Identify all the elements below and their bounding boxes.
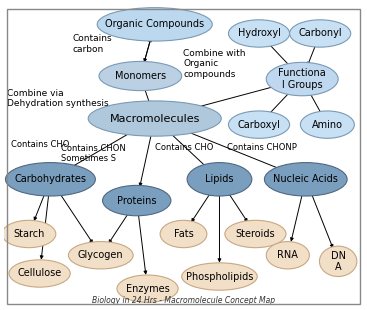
Ellipse shape: [102, 185, 171, 216]
Text: Carboxyl: Carboxyl: [237, 120, 280, 130]
Ellipse shape: [266, 241, 309, 269]
Text: Contains CHON
Sometimes S: Contains CHON Sometimes S: [61, 144, 126, 163]
Ellipse shape: [187, 163, 252, 196]
Ellipse shape: [290, 20, 351, 47]
Text: Amino: Amino: [312, 120, 343, 130]
Text: Combine via
Dehydration synthesis: Combine via Dehydration synthesis: [7, 89, 109, 108]
Text: Organic Compounds: Organic Compounds: [105, 19, 204, 29]
Ellipse shape: [117, 275, 178, 302]
Ellipse shape: [97, 8, 212, 41]
Text: Contains
carbon: Contains carbon: [72, 34, 112, 54]
Text: Proteins: Proteins: [117, 196, 156, 206]
Text: Hydroxyl: Hydroxyl: [237, 29, 280, 38]
Text: Fats: Fats: [174, 229, 193, 239]
Ellipse shape: [2, 220, 56, 248]
Text: Macromolecules: Macromolecules: [109, 113, 200, 124]
Ellipse shape: [6, 163, 95, 196]
Ellipse shape: [264, 163, 347, 196]
Ellipse shape: [88, 101, 221, 136]
Text: Steroids: Steroids: [236, 229, 275, 239]
Ellipse shape: [99, 61, 182, 91]
Text: Phospholipids: Phospholipids: [186, 272, 253, 281]
Ellipse shape: [225, 220, 286, 248]
Ellipse shape: [300, 111, 354, 138]
Text: Glycogen: Glycogen: [78, 250, 124, 260]
Text: Starch: Starch: [13, 229, 44, 239]
Text: Monomers: Monomers: [115, 71, 166, 81]
Text: Nucleic Acids: Nucleic Acids: [273, 174, 338, 184]
Text: Functiona
l Groups: Functiona l Groups: [278, 68, 326, 90]
Ellipse shape: [160, 220, 207, 248]
Text: Cellulose: Cellulose: [18, 268, 62, 278]
Text: Contains CHO: Contains CHO: [11, 140, 69, 149]
Text: RNA: RNA: [277, 250, 298, 260]
Ellipse shape: [266, 62, 338, 96]
Text: Carbohydrates: Carbohydrates: [14, 174, 86, 184]
Ellipse shape: [319, 246, 357, 277]
Ellipse shape: [228, 20, 290, 47]
Text: Lipids: Lipids: [205, 174, 234, 184]
Text: Biology in 24 Hrs - Macromolecule Concept Map: Biology in 24 Hrs - Macromolecule Concep…: [92, 296, 275, 305]
Text: Enzymes: Enzymes: [126, 284, 170, 294]
Text: Contains CHO: Contains CHO: [155, 143, 213, 152]
Ellipse shape: [228, 111, 290, 138]
Text: Carbonyl: Carbonyl: [298, 29, 342, 38]
Text: Combine with
Organic
compounds: Combine with Organic compounds: [184, 49, 246, 79]
Ellipse shape: [9, 260, 70, 287]
Ellipse shape: [182, 263, 257, 290]
Ellipse shape: [68, 241, 133, 269]
Text: DN
A: DN A: [331, 250, 346, 272]
Text: Contains CHONP: Contains CHONP: [227, 143, 297, 152]
